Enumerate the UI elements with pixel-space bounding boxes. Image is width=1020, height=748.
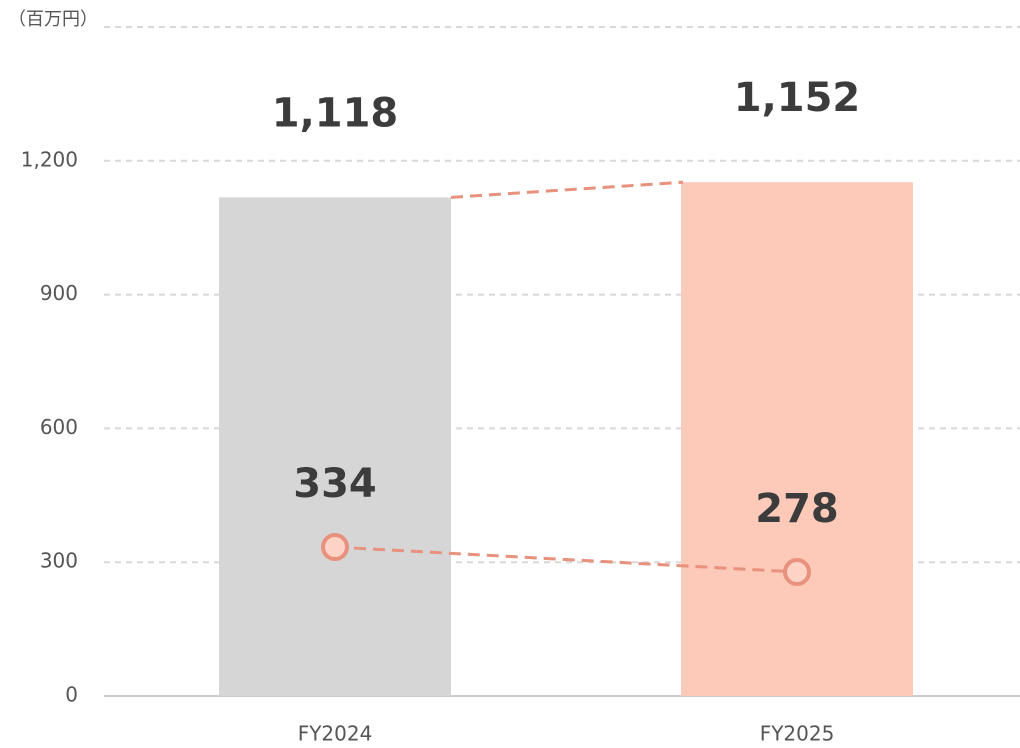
y-axis-label: （百万円） — [8, 9, 98, 30]
y-tick-label: 1,200 — [21, 147, 78, 171]
y-tick-label: 600 — [40, 415, 78, 439]
x-tick-label: FY2024 — [298, 722, 373, 746]
y-tick-label: 0 — [65, 683, 78, 707]
line-value-label: 278 — [755, 486, 839, 532]
line-point — [321, 533, 349, 562]
y-tick-label: 900 — [40, 281, 78, 305]
bar-value-label: 1,152 — [734, 75, 861, 121]
bar-connector — [450, 180, 684, 199]
bar — [219, 197, 451, 696]
line-point — [783, 558, 811, 587]
line-value-label: 334 — [293, 461, 377, 507]
x-tick-label: FY2025 — [760, 722, 835, 746]
y-tick-label: 300 — [40, 549, 78, 573]
line — [334, 545, 798, 574]
bar-value-label: 1,118 — [272, 90, 399, 136]
bar — [681, 182, 913, 696]
